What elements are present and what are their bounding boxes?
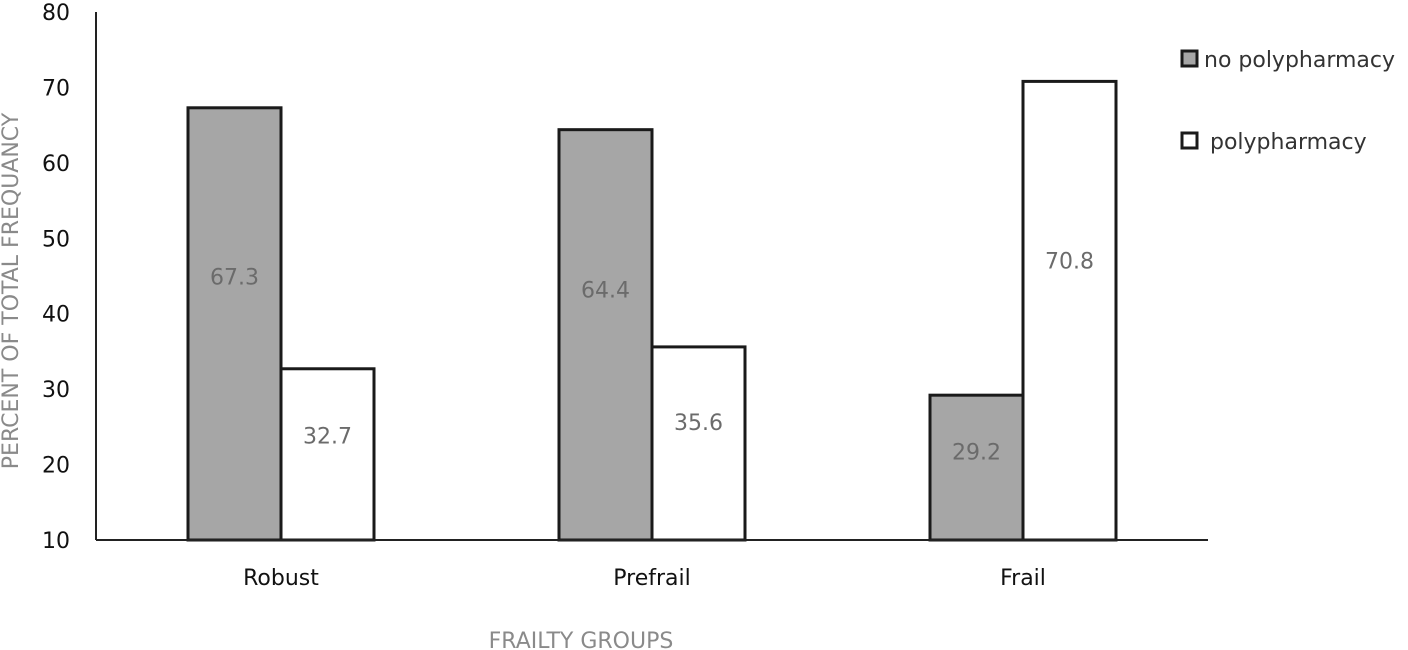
data-label: 67.3 bbox=[210, 265, 259, 290]
data-label: 64.4 bbox=[581, 279, 630, 304]
data-label: 70.8 bbox=[1045, 249, 1094, 274]
data-label: 35.6 bbox=[674, 411, 723, 436]
y-tick-labels: 10 20 30 40 50 60 70 80 bbox=[42, 1, 70, 554]
bar-polypharmacy-frail bbox=[1021, 79, 1118, 542]
data-labels-layer: 67.3 32.7 64.4 35.6 29.2 70.8 bbox=[210, 249, 1094, 465]
bar-polypharmacy-prefrail bbox=[650, 345, 747, 542]
bar-no-polypharmacy-robust bbox=[186, 106, 283, 542]
x-category-label: Frail bbox=[1000, 566, 1046, 591]
legend-label: no polypharmacy bbox=[1204, 48, 1395, 73]
legend: no polypharmacy polypharmacy bbox=[1180, 48, 1395, 155]
y-tick-label: 20 bbox=[42, 454, 70, 479]
data-label: 32.7 bbox=[303, 425, 352, 450]
y-tick-label: 10 bbox=[42, 529, 70, 554]
x-category-labels: Robust Prefrail Frail bbox=[243, 566, 1046, 591]
data-label: 29.2 bbox=[952, 441, 1001, 466]
x-axis-title: FRAILTY GROUPS bbox=[489, 629, 674, 650]
legend-swatch bbox=[1180, 49, 1199, 68]
x-category-label: Prefrail bbox=[613, 566, 690, 591]
y-tick-label: 50 bbox=[42, 227, 70, 252]
y-axis-title: PERCENT OF TOTAL FREQUANCY bbox=[0, 112, 24, 469]
bar-polypharmacy-robust bbox=[279, 367, 376, 542]
bars-layer bbox=[186, 79, 1118, 542]
y-tick-label: 70 bbox=[42, 76, 70, 101]
bar-no-polypharmacy-frail bbox=[928, 393, 1025, 542]
x-category-label: Robust bbox=[243, 566, 319, 591]
y-tick-label: 60 bbox=[42, 152, 70, 177]
legend-swatch bbox=[1180, 131, 1199, 150]
y-tick-label: 40 bbox=[42, 303, 70, 328]
legend-label: polypharmacy bbox=[1210, 130, 1367, 155]
y-tick-label: 80 bbox=[42, 1, 70, 26]
y-tick-label: 30 bbox=[42, 378, 70, 403]
bar-no-polypharmacy-prefrail bbox=[557, 128, 654, 542]
